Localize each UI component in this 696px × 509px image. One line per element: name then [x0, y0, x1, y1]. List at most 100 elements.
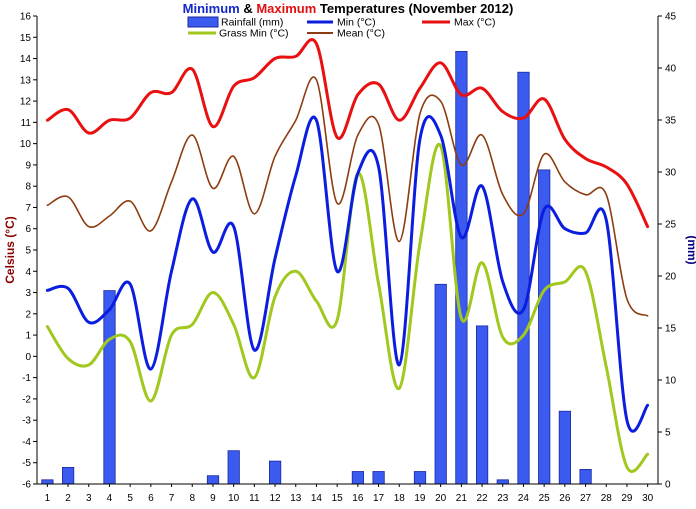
y-left-tick-label: -3 — [22, 416, 31, 427]
x-tick-label: 12 — [269, 493, 281, 504]
title-maximum: Maximum — [256, 1, 316, 16]
x-tick-label: 22 — [476, 493, 488, 504]
x-tick-label: 20 — [435, 493, 447, 504]
x-tick-label: 28 — [601, 493, 613, 504]
x-tick-label: 3 — [86, 493, 92, 504]
x-tick-label: 27 — [580, 493, 592, 504]
rainfall-bar-day-1 — [41, 479, 54, 485]
legend-label-max: Max (°C) — [454, 17, 496, 29]
legend-label-rainfall: Rainfall (mm) — [221, 17, 283, 29]
y-left-tick-label: 6 — [25, 224, 31, 235]
y-right-tick-label: 20 — [665, 272, 677, 283]
y-left-tick-label: 11 — [21, 118, 32, 129]
chart-title: Minimum & Maximum Temperatures (November… — [183, 1, 514, 16]
y-left-tick-label: -2 — [22, 394, 31, 405]
series-line-mean — [46, 76, 649, 317]
x-tick-label: 6 — [148, 493, 154, 504]
x-tick-label: 15 — [332, 493, 344, 504]
legend-item-max: Max (°C) — [422, 17, 496, 29]
legend-item-mean: Mean (°C) — [307, 28, 385, 40]
rainfall-bar-day-27 — [579, 468, 592, 485]
x-tick-label: 5 — [127, 493, 133, 504]
rainfall-bar-day-2 — [62, 466, 75, 485]
y-right-tick-label: 30 — [665, 168, 677, 179]
x-tick-label: 21 — [456, 493, 468, 504]
rainfall-bar-day-22 — [475, 325, 489, 485]
y-left-tick-label: 1 — [25, 331, 31, 342]
legend-swatch-rainfall — [187, 16, 219, 28]
x-tick-label: 10 — [228, 493, 240, 504]
y-axis-label-right: (mm) — [685, 235, 696, 264]
plot-area: -6-5-4-3-2-10123456789101112131415160510… — [20, 12, 677, 505]
rainfall-bar-day-16 — [351, 471, 365, 485]
y-right-tick-label: 5 — [665, 428, 671, 439]
legend-item-grass-min: Grass Min (°C) — [188, 28, 289, 40]
rainfall-bar-day-17 — [372, 471, 385, 485]
series-line-grass-min — [45, 142, 650, 473]
legend-label-mean: Mean (°C) — [337, 28, 385, 40]
y-left-tick-label: 2 — [25, 309, 31, 320]
x-tick-label: 13 — [290, 493, 302, 504]
y-left-tick-label: 13 — [20, 75, 32, 86]
rainfall-bar-day-24 — [517, 71, 530, 485]
y-left-tick-label: 10 — [20, 139, 32, 150]
rainfall-bar-day-4 — [103, 290, 116, 485]
y-left-tick-label: 5 — [25, 246, 31, 257]
y-right-tick-label: 25 — [665, 220, 677, 231]
x-tick-label: 16 — [352, 493, 364, 504]
y-left-tick-label: -1 — [22, 373, 31, 384]
x-tick-label: 11 — [249, 493, 260, 504]
y-left-tick-label: 4 — [25, 267, 31, 278]
x-tick-label: 18 — [394, 493, 406, 504]
y-right-tick-label: 15 — [665, 324, 677, 335]
y-axis-label-left: Celsius (°C) — [3, 216, 17, 283]
y-left-tick-label: 16 — [20, 12, 32, 23]
y-left-tick-label: -4 — [22, 437, 31, 448]
x-tick-label: 17 — [373, 493, 385, 504]
x-tick-label: 7 — [169, 493, 175, 504]
x-tick-label: 25 — [539, 493, 551, 504]
series-line-min — [45, 114, 650, 433]
x-tick-label: 26 — [559, 493, 571, 504]
rainfall-bar-day-9 — [206, 475, 220, 485]
x-tick-label: 4 — [107, 493, 113, 504]
rainfall-bar-day-10 — [227, 450, 240, 485]
x-tick-label: 29 — [621, 493, 633, 504]
title-minimum: Minimum — [183, 1, 240, 16]
y-left-tick-label: 0 — [25, 352, 31, 363]
legend-label-min: Min (°C) — [337, 17, 376, 29]
x-tick-label: 9 — [210, 493, 216, 504]
title-and: & — [240, 1, 257, 16]
y-left-tick-label: 14 — [20, 54, 32, 65]
y-left-tick-label: -5 — [22, 458, 31, 469]
x-tick-label: 23 — [497, 493, 509, 504]
y-right-tick-label: 0 — [665, 480, 671, 491]
x-tick-label: 1 — [45, 493, 51, 504]
rainfall-bar-day-20 — [434, 283, 447, 485]
y-right-tick-label: 40 — [665, 64, 677, 75]
y-right-tick-label: 35 — [665, 116, 677, 127]
y-right-tick-label: 45 — [665, 12, 677, 23]
legend-item-min: Min (°C) — [307, 17, 376, 29]
x-tick-label: 8 — [189, 493, 195, 504]
series-line-max — [45, 38, 650, 229]
y-left-tick-label: 3 — [25, 288, 31, 299]
y-left-tick-label: -6 — [22, 480, 31, 491]
x-tick-label: 30 — [642, 493, 654, 504]
rainfall-bar-day-25 — [538, 169, 551, 485]
y-left-tick-label: 7 — [25, 203, 31, 214]
y-right-tick-label: 10 — [665, 376, 677, 387]
rainfall-bar-day-26 — [558, 410, 572, 485]
legend: Rainfall (mm) Min (°C) Max (°C) Grass Mi… — [187, 16, 496, 40]
y-left-tick-label: 9 — [25, 160, 31, 171]
rainfall-bar-day-19 — [413, 471, 427, 485]
x-tick-label: 14 — [311, 493, 323, 504]
y-left-tick-label: 8 — [25, 182, 31, 193]
y-left-tick-label: 12 — [20, 97, 32, 108]
rainfall-bar-day-21 — [455, 51, 468, 485]
x-tick-label: 2 — [65, 493, 71, 504]
y-left-tick-label: 15 — [20, 33, 32, 44]
title-rest: Temperatures (November 2012) — [316, 1, 513, 16]
legend-item-rainfall: Rainfall (mm) — [187, 16, 283, 29]
